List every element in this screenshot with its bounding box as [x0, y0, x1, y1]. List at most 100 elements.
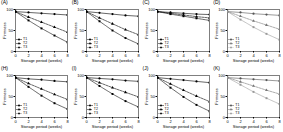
html-text:T3: T3	[235, 45, 240, 49]
html-text:T1: T1	[164, 103, 169, 107]
svg-text:Storage period (weeks): Storage period (weeks)	[233, 124, 275, 129]
html-text:(D): (D)	[213, 0, 221, 5]
svg-text:Firmness: Firmness	[73, 22, 78, 38]
svg-text:Firmness: Firmness	[144, 22, 149, 38]
svg-text:50: 50	[79, 94, 84, 99]
svg-text:4: 4	[40, 52, 43, 58]
html-text:T3: T3	[23, 111, 28, 115]
html-text:T1: T1	[23, 37, 28, 41]
svg-text:Storage period (weeks): Storage period (weeks)	[92, 124, 134, 129]
html-text:T3: T3	[23, 45, 28, 49]
svg-text:Firmness: Firmness	[2, 88, 7, 104]
html-text:T2: T2	[93, 107, 98, 111]
svg-text:Storage period (weeks): Storage period (weeks)	[233, 58, 275, 63]
svg-text:0: 0	[14, 119, 17, 124]
html-text:T2: T2	[93, 41, 98, 45]
svg-text:100: 100	[6, 7, 13, 12]
html-text:T1: T1	[23, 103, 28, 107]
svg-text:6: 6	[124, 52, 127, 58]
svg-text:0: 0	[223, 49, 226, 54]
svg-text:Storage period (weeks): Storage period (weeks)	[162, 124, 204, 129]
html-text:T2: T2	[164, 107, 169, 111]
svg-text:2: 2	[168, 52, 172, 58]
html-text:T2: T2	[235, 41, 240, 45]
svg-text:8: 8	[66, 119, 69, 124]
html-text:T3: T3	[164, 45, 169, 49]
svg-text:0: 0	[152, 49, 155, 54]
svg-text:0: 0	[223, 115, 226, 120]
svg-text:Storage period (weeks): Storage period (weeks)	[92, 58, 134, 63]
svg-text:0: 0	[227, 119, 230, 124]
svg-text:0: 0	[156, 119, 159, 124]
svg-text:0: 0	[11, 115, 14, 120]
svg-text:100: 100	[148, 7, 155, 12]
html-text:T2: T2	[23, 107, 28, 111]
svg-text:50: 50	[150, 94, 155, 99]
svg-text:Firmness: Firmness	[215, 88, 220, 104]
svg-text:0: 0	[14, 53, 17, 58]
html-text:T3: T3	[164, 111, 169, 115]
svg-text:4: 4	[181, 118, 185, 124]
svg-text:2: 2	[168, 118, 172, 124]
svg-text:2: 2	[98, 52, 101, 58]
svg-text:100: 100	[219, 73, 226, 78]
svg-text:8: 8	[208, 53, 211, 58]
svg-text:0: 0	[152, 115, 155, 120]
svg-text:2: 2	[27, 52, 30, 58]
svg-text:100: 100	[77, 73, 84, 78]
html-text:T2: T2	[164, 41, 169, 45]
svg-text:0: 0	[82, 49, 85, 54]
html-text:T3: T3	[93, 111, 98, 115]
html-text:(I): (I)	[71, 65, 77, 71]
svg-text:Firmness: Firmness	[144, 88, 149, 104]
svg-text:50: 50	[221, 94, 226, 99]
svg-text:50: 50	[221, 28, 226, 33]
svg-text:0: 0	[11, 49, 14, 54]
svg-text:Storage period (weeks): Storage period (weeks)	[21, 58, 63, 63]
html-text:(H): (H)	[1, 65, 8, 71]
html-text:T3: T3	[235, 111, 240, 115]
html-text:(K): (K)	[213, 65, 220, 71]
svg-text:8: 8	[279, 53, 282, 58]
svg-text:0: 0	[85, 53, 88, 58]
svg-text:4: 4	[111, 52, 114, 58]
svg-text:8: 8	[208, 119, 211, 124]
html-text:T3: T3	[93, 45, 98, 49]
svg-text:0: 0	[156, 53, 159, 58]
svg-text:100: 100	[77, 7, 84, 12]
svg-text:8: 8	[137, 53, 140, 58]
svg-text:0: 0	[227, 53, 230, 58]
svg-text:0: 0	[85, 119, 88, 124]
svg-text:50: 50	[9, 28, 14, 33]
html-text:(A): (A)	[1, 0, 8, 5]
svg-text:6: 6	[53, 52, 56, 58]
svg-text:100: 100	[148, 73, 155, 78]
svg-text:4: 4	[181, 52, 185, 58]
svg-text:Firmness: Firmness	[2, 22, 7, 38]
html-text:T1: T1	[93, 37, 98, 41]
svg-text:6: 6	[194, 118, 198, 124]
svg-text:Storage period (weeks): Storage period (weeks)	[162, 58, 204, 63]
svg-text:8: 8	[66, 53, 69, 58]
html-text:T2: T2	[23, 41, 28, 45]
svg-text:6: 6	[194, 52, 198, 58]
html-text:T1: T1	[235, 37, 240, 41]
html-text:T1: T1	[164, 37, 169, 41]
svg-text:50: 50	[79, 28, 84, 33]
svg-text:Firmness: Firmness	[73, 88, 78, 104]
html-text:(C): (C)	[142, 0, 150, 5]
svg-text:50: 50	[150, 28, 155, 33]
svg-text:50: 50	[9, 94, 14, 99]
svg-text:Firmness: Firmness	[215, 22, 220, 38]
svg-text:100: 100	[6, 73, 13, 78]
html-text:T1: T1	[93, 103, 98, 107]
html-text:T2: T2	[235, 107, 240, 111]
svg-text:Storage period (weeks): Storage period (weeks)	[21, 124, 63, 129]
html-text:(J): (J)	[142, 65, 149, 71]
svg-text:0: 0	[82, 115, 85, 120]
html-text:T1: T1	[235, 103, 240, 107]
svg-text:8: 8	[279, 119, 282, 124]
html-text:(B): (B)	[71, 0, 79, 5]
svg-text:100: 100	[219, 7, 226, 12]
svg-text:8: 8	[137, 119, 140, 124]
